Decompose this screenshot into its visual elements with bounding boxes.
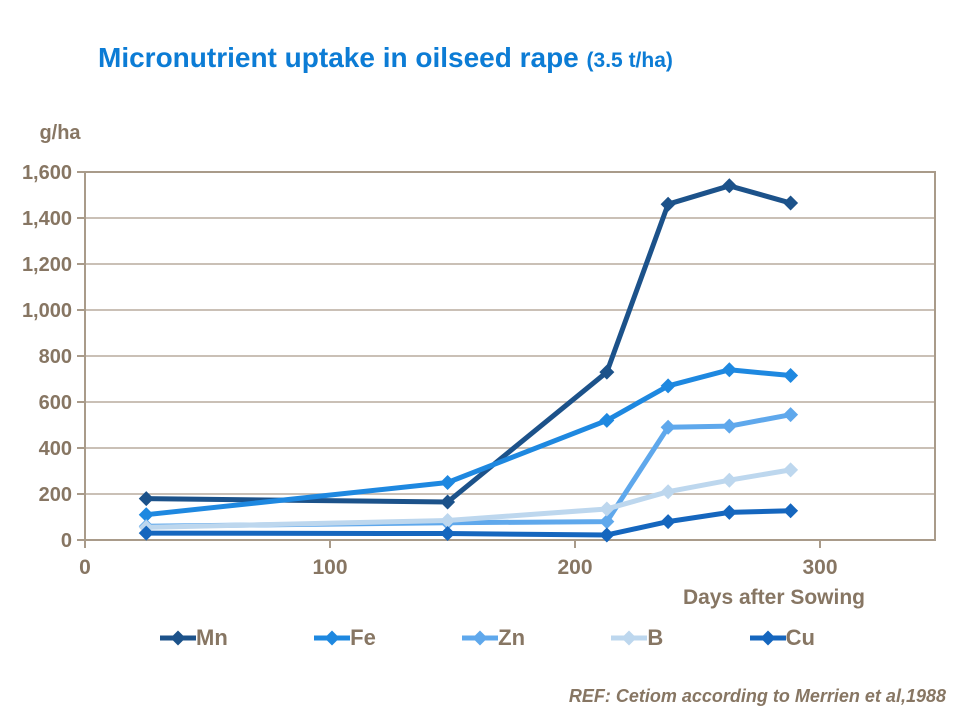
- data-point-B: [440, 512, 456, 528]
- data-point-Fe: [440, 475, 456, 490]
- data-point-Mn: [138, 491, 154, 507]
- data-point-Cu: [599, 527, 615, 543]
- x-tick-label: 100: [312, 556, 347, 579]
- data-point-B: [660, 484, 676, 500]
- series-Fe: [138, 362, 799, 523]
- y-tick-label: 200: [39, 484, 72, 506]
- data-point-Zn: [721, 418, 737, 434]
- data-point-Cu: [783, 503, 799, 519]
- series-B: [138, 462, 799, 535]
- data-point-Zn: [660, 419, 676, 435]
- data-point-Cu: [440, 526, 456, 542]
- series-line-Cu: [143, 508, 794, 538]
- series-Mn: [138, 178, 799, 510]
- legend-marker-B: [611, 630, 648, 646]
- data-point-Fe: [783, 368, 799, 384]
- y-axis-unit-label: g/ha: [39, 122, 81, 144]
- data-point-Cu: [138, 525, 154, 541]
- gridlines: [85, 171, 935, 541]
- x-tick-labels: 0 100 200 300: [79, 556, 837, 579]
- legend-item-Mn: Mn: [160, 627, 228, 649]
- data-point-Cu: [660, 514, 676, 530]
- legend-label-B: B: [647, 625, 664, 650]
- legend-item-Zn: Zn: [462, 627, 525, 649]
- legend-label-Fe: Fe: [350, 625, 376, 650]
- axis-ticks: [77, 171, 821, 548]
- data-point-Cu: [721, 504, 737, 520]
- y-tick-label: 1,200: [22, 254, 72, 276]
- y-tick-label: 1,000: [22, 300, 72, 322]
- x-tick-label: 200: [557, 556, 592, 579]
- series-line-Mn: [143, 183, 794, 505]
- legend-label-Zn: Zn: [498, 625, 526, 650]
- data-point-Mn: [783, 195, 799, 211]
- data-point-Mn: [660, 196, 676, 212]
- y-tick-label: 0: [61, 530, 72, 552]
- reference-note: REF: Cetiom according to Merrien et al,1…: [568, 686, 946, 706]
- legend-item-Fe: Fe: [314, 627, 376, 649]
- data-point-Fe: [599, 412, 615, 428]
- chart-title-main: Micronutrient uptake in oilseed rape: [98, 42, 579, 73]
- legend-marker-Fe: [314, 630, 351, 646]
- y-tick-label: 1,400: [22, 208, 72, 230]
- series-Cu: [138, 503, 799, 543]
- y-tick-labels: 0 200 400 600 800 1,000 1,200 1,400 1,600: [22, 162, 72, 552]
- data-point-Fe: [138, 507, 154, 523]
- legend-marker-Cu: [749, 630, 786, 646]
- y-tick-label: 400: [39, 438, 72, 460]
- legend-label-Mn: Mn: [196, 625, 228, 650]
- legend-label-Cu: Cu: [785, 625, 815, 650]
- x-axis-title: Days after Sowing: [682, 586, 865, 609]
- chart-title-note: (3.5 t/ha): [586, 49, 673, 72]
- x-tick-label: 0: [79, 556, 91, 579]
- data-point-B: [599, 501, 615, 517]
- data-point-Mn: [721, 178, 737, 194]
- legend: Mn Fe Zn B Cu: [160, 620, 815, 656]
- data-point-Mn: [599, 364, 615, 380]
- series-line-B: [143, 467, 794, 530]
- legend-item-B: B: [611, 627, 663, 649]
- legend-marker-Mn: [160, 630, 196, 646]
- data-point-Fe: [721, 362, 737, 378]
- data-point-Zn: [599, 514, 615, 530]
- y-tick-label: 1,600: [22, 162, 72, 184]
- x-tick-label: 300: [802, 556, 837, 579]
- chart-title: Micronutrient uptake in oilseed rape (3.…: [98, 42, 673, 74]
- data-point-B: [783, 462, 799, 478]
- data-point-Mn: [440, 494, 456, 510]
- y-tick-label: 600: [39, 392, 72, 414]
- data-point-B: [721, 472, 737, 488]
- legend-item-Cu: Cu: [749, 625, 815, 650]
- y-tick-label: 800: [39, 346, 72, 368]
- data-point-Zn: [783, 407, 799, 423]
- data-point-Fe: [660, 378, 676, 394]
- series-line-Zn: [143, 412, 794, 529]
- legend-marker-Zn: [462, 630, 499, 646]
- series-line-Fe: [143, 367, 794, 518]
